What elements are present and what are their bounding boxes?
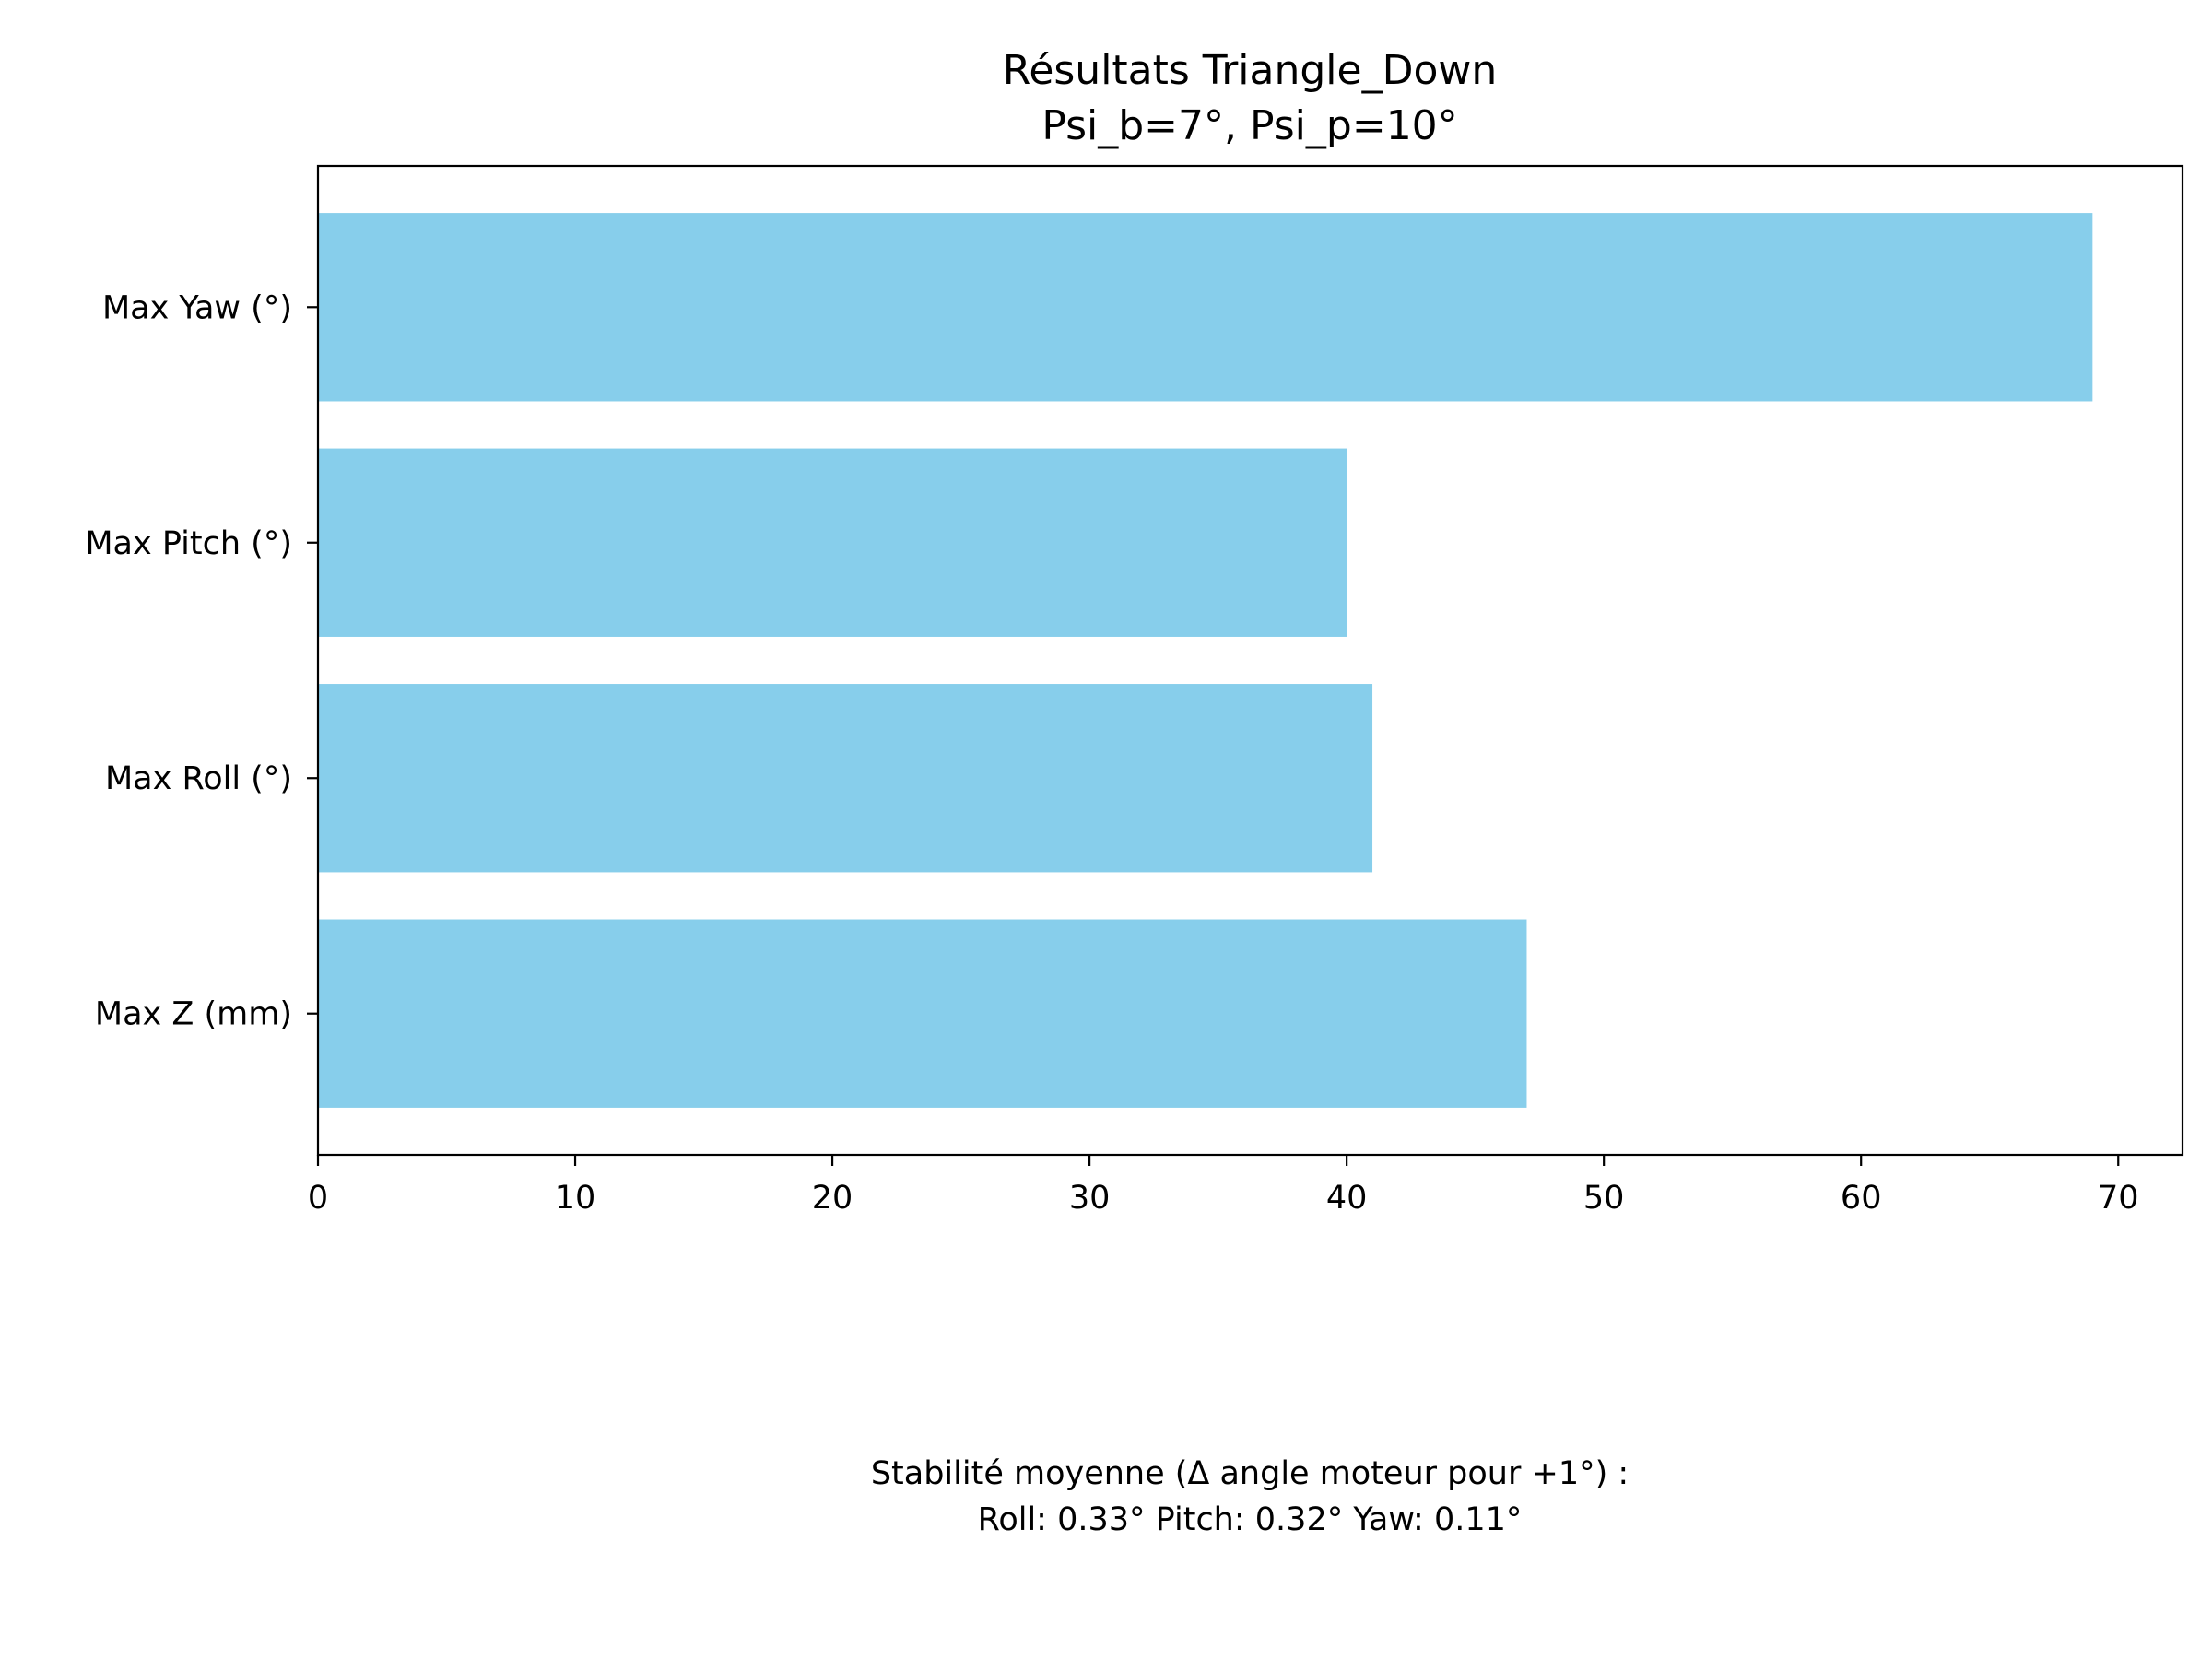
stability-note-line-2: Roll: 0.33° Pitch: 0.32° Yaw: 0.11° bbox=[978, 1501, 1523, 1538]
bars-group bbox=[318, 213, 2093, 1108]
bar-3 bbox=[318, 919, 1527, 1108]
stability-note-line-1: Stabilité moyenne (Δ angle moteur pour +… bbox=[871, 1455, 1629, 1492]
y-axis: Max Yaw (°) Max Pitch (°) Max Roll (°) Max … bbox=[85, 289, 318, 1033]
y-tick-label-2: Max Roll (°) bbox=[105, 760, 292, 797]
x-tick-label-3: 30 bbox=[1069, 1180, 1111, 1217]
y-tick-label-1: Max Pitch (°) bbox=[85, 525, 292, 562]
chart-title: Résultats Triangle_Down bbox=[1003, 47, 1498, 94]
x-tick-label-2: 20 bbox=[812, 1180, 853, 1217]
x-tick-label-4: 40 bbox=[1326, 1180, 1368, 1217]
bar-0 bbox=[318, 213, 2093, 402]
x-tick-label-0: 0 bbox=[308, 1180, 328, 1217]
bar-1 bbox=[318, 448, 1347, 637]
bar-2 bbox=[318, 684, 1373, 873]
x-tick-label-6: 60 bbox=[1841, 1180, 1882, 1217]
x-tick-label-7: 70 bbox=[2098, 1180, 2139, 1217]
y-tick-label-0: Max Yaw (°) bbox=[102, 289, 292, 326]
y-tick-label-3: Max Z (mm) bbox=[95, 996, 292, 1033]
plot-frame bbox=[316, 164, 2184, 1157]
x-tick-label-5: 50 bbox=[1583, 1180, 1625, 1217]
chart-subtitle: Psi_b=7°, Psi_p=10° bbox=[1041, 102, 1457, 149]
x-tick-label-1: 10 bbox=[555, 1180, 596, 1217]
x-axis: 0 10 20 30 40 50 60 70 bbox=[308, 1155, 2139, 1217]
